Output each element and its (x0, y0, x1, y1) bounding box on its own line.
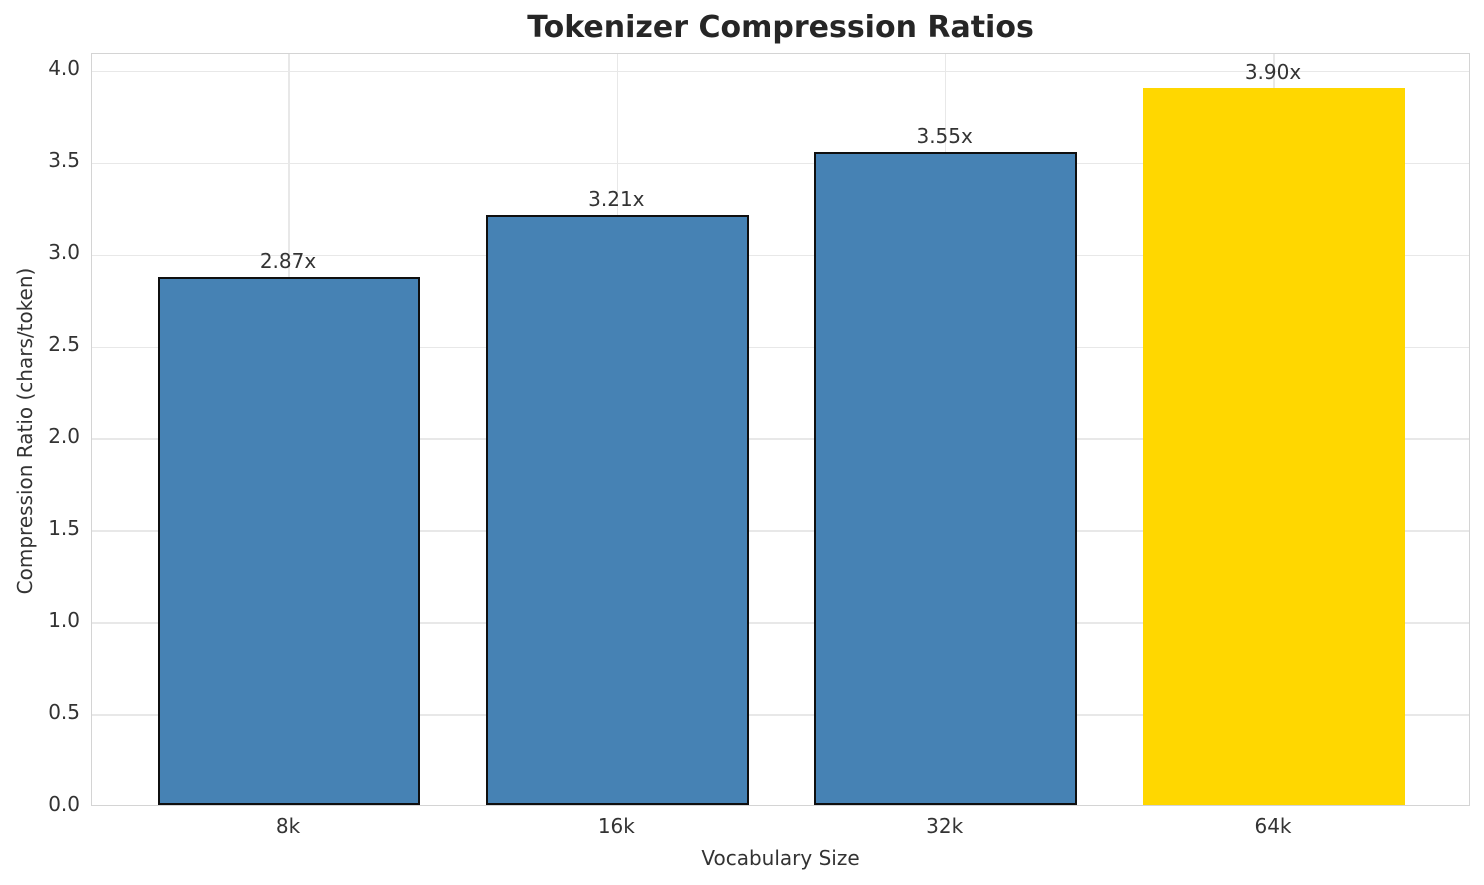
y-gridline (92, 438, 1469, 440)
bar-value-label: 3.21x (588, 186, 645, 211)
y-gridline (92, 70, 1469, 73)
y-tick-label: 0.5 (48, 700, 80, 725)
x-tick-label-32k: 32k (926, 814, 964, 838)
y-gridline (92, 622, 1469, 624)
y-tick-label: 1.5 (48, 516, 80, 541)
y-gridline (92, 254, 1469, 257)
y-tick-label: 0.0 (48, 792, 80, 816)
bar-value-label: 3.90x (1244, 59, 1302, 84)
y-tick-label: 2.0 (48, 424, 80, 449)
bar-64k (1142, 87, 1406, 805)
x-tick-label-8k: 8k (275, 814, 301, 838)
y-gridline (92, 346, 1469, 349)
x-tick-label-16k: 16k (597, 814, 635, 838)
y-tick-label: 3.0 (48, 240, 80, 265)
x-axis-label: Vocabulary Size (701, 846, 860, 870)
y-gridline (92, 162, 1469, 165)
y-gridline (92, 714, 1469, 716)
bar-8k (157, 277, 421, 805)
y-tick-label: 2.5 (48, 332, 80, 357)
y-gridline (92, 530, 1469, 532)
bar-32k (814, 152, 1077, 805)
plot-area (91, 53, 1470, 806)
chart-title: Tokenizer Compression Ratios (527, 10, 1034, 45)
bar-16k (486, 214, 749, 805)
y-tick-label: 1.0 (48, 608, 80, 633)
y-tick-label: 4.0 (48, 56, 80, 81)
bar-value-label: 3.55x (916, 124, 973, 149)
bar-value-label: 2.87x (259, 249, 317, 274)
x-tick-label-64k: 64k (1254, 814, 1292, 838)
y-tick-label: 3.5 (48, 148, 80, 173)
